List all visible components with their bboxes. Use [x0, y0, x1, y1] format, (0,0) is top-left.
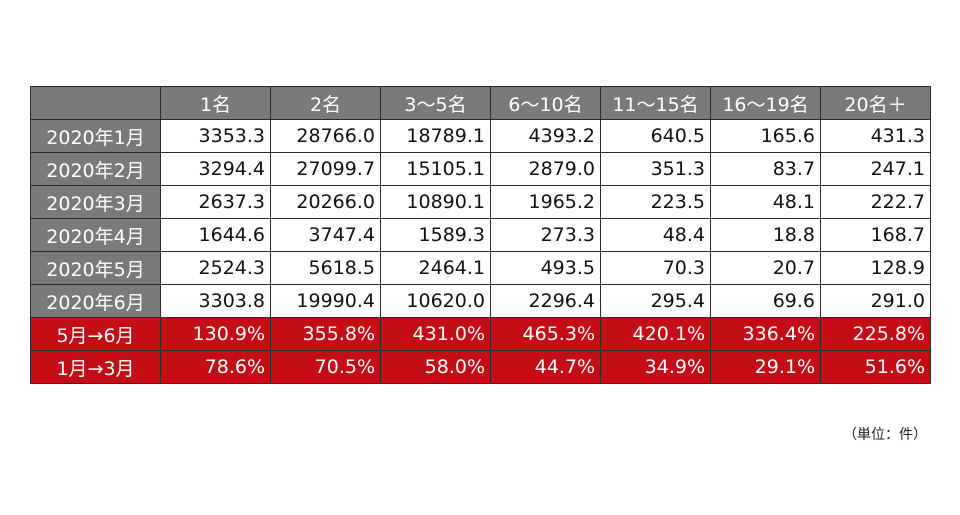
table-cell: 1589.3 [380, 218, 491, 252]
ratio-cell: 336.4% [710, 317, 821, 351]
table-cell: 295.4 [600, 284, 711, 318]
table-cell: 2524.3 [160, 251, 271, 285]
ratio-cell: 431.0% [380, 317, 491, 351]
row-label: 2020年4月 [30, 218, 161, 252]
data-table: 1名 2名 3〜5名 6〜10名 11〜15名 16〜19名 20名＋ 2020… [30, 86, 931, 384]
ratio-cell: 225.8% [820, 317, 931, 351]
column-header: 6〜10名 [490, 86, 601, 120]
ratio-cell: 420.1% [600, 317, 711, 351]
table-cell: 3303.8 [160, 284, 271, 318]
ratio-cell: 44.7% [490, 350, 601, 384]
table-cell: 19990.4 [270, 284, 381, 318]
table-cell: 3747.4 [270, 218, 381, 252]
ratio-cell: 130.9% [160, 317, 271, 351]
ratio-row: 1月→3月 78.6% 70.5% 58.0% 44.7% 34.9% 29.1… [30, 350, 931, 384]
table-cell: 2296.4 [490, 284, 601, 318]
table-cell: 2464.1 [380, 251, 491, 285]
column-header: 20名＋ [820, 86, 931, 120]
ratio-row-label: 5月→6月 [30, 317, 161, 351]
table-cell: 168.7 [820, 218, 931, 252]
table-cell: 28766.0 [270, 119, 381, 153]
corner-cell [30, 86, 161, 120]
table-row: 2020年1月 3353.3 28766.0 18789.1 4393.2 64… [30, 119, 931, 153]
table-cell: 18789.1 [380, 119, 491, 153]
table-cell: 3294.4 [160, 152, 271, 186]
table-cell: 27099.7 [270, 152, 381, 186]
ratio-cell: 465.3% [490, 317, 601, 351]
ratio-cell: 355.8% [270, 317, 381, 351]
ratio-cell: 70.5% [270, 350, 381, 384]
table-cell: 273.3 [490, 218, 601, 252]
column-header: 3〜5名 [380, 86, 491, 120]
table-cell: 20.7 [710, 251, 821, 285]
table-cell: 1644.6 [160, 218, 271, 252]
table-cell: 223.5 [600, 185, 711, 219]
column-header: 16〜19名 [710, 86, 821, 120]
table-cell: 48.1 [710, 185, 821, 219]
table-cell: 4393.2 [490, 119, 601, 153]
ratio-row: 5月→6月 130.9% 355.8% 431.0% 465.3% 420.1%… [30, 317, 931, 351]
table-cell: 493.5 [490, 251, 601, 285]
column-header: 2名 [270, 86, 381, 120]
table-row: 2020年6月 3303.8 19990.4 10620.0 2296.4 29… [30, 284, 931, 318]
table-cell: 48.4 [600, 218, 711, 252]
table-cell: 2879.0 [490, 152, 601, 186]
ratio-cell: 29.1% [710, 350, 821, 384]
table-cell: 10890.1 [380, 185, 491, 219]
row-label: 2020年1月 [30, 119, 161, 153]
ratio-row-label: 1月→3月 [30, 350, 161, 384]
table-cell: 1965.2 [490, 185, 601, 219]
table-cell: 291.0 [820, 284, 931, 318]
table-cell: 70.3 [600, 251, 711, 285]
table-cell: 83.7 [710, 152, 821, 186]
table-row: 2020年3月 2637.3 20266.0 10890.1 1965.2 22… [30, 185, 931, 219]
table-cell: 165.6 [710, 119, 821, 153]
table-cell: 431.3 [820, 119, 931, 153]
ratio-cell: 58.0% [380, 350, 491, 384]
row-label: 2020年2月 [30, 152, 161, 186]
row-label: 2020年5月 [30, 251, 161, 285]
table-cell: 69.6 [710, 284, 821, 318]
header-row: 1名 2名 3〜5名 6〜10名 11〜15名 16〜19名 20名＋ [30, 86, 931, 120]
table-cell: 2637.3 [160, 185, 271, 219]
table-row: 2020年4月 1644.6 3747.4 1589.3 273.3 48.4 … [30, 218, 931, 252]
table-cell: 640.5 [600, 119, 711, 153]
table-cell: 351.3 [600, 152, 711, 186]
table-cell: 247.1 [820, 152, 931, 186]
table-cell: 3353.3 [160, 119, 271, 153]
row-label: 2020年6月 [30, 284, 161, 318]
table-cell: 18.8 [710, 218, 821, 252]
ratio-cell: 78.6% [160, 350, 271, 384]
table-cell: 128.9 [820, 251, 931, 285]
unit-note: （単位：件） [843, 427, 927, 443]
ratio-cell: 51.6% [820, 350, 931, 384]
table-row: 2020年5月 2524.3 5618.5 2464.1 493.5 70.3 … [30, 251, 931, 285]
row-label: 2020年3月 [30, 185, 161, 219]
table-row: 2020年2月 3294.4 27099.7 15105.1 2879.0 35… [30, 152, 931, 186]
ratio-cell: 34.9% [600, 350, 711, 384]
column-header: 11〜15名 [600, 86, 711, 120]
column-header: 1名 [160, 86, 271, 120]
table-cell: 15105.1 [380, 152, 491, 186]
table-cell: 20266.0 [270, 185, 381, 219]
table-cell: 5618.5 [270, 251, 381, 285]
table-cell: 222.7 [820, 185, 931, 219]
table-cell: 10620.0 [380, 284, 491, 318]
